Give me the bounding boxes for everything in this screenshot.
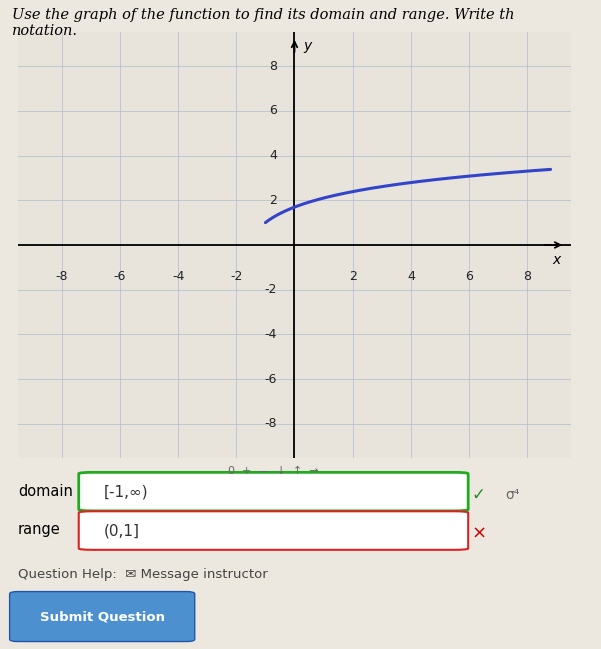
Text: -2: -2 (264, 283, 277, 296)
Text: y: y (304, 40, 312, 53)
FancyBboxPatch shape (79, 511, 468, 550)
Text: -4: -4 (172, 269, 185, 282)
Text: -6: -6 (114, 269, 126, 282)
Text: [-1,∞): [-1,∞) (104, 484, 148, 499)
Text: 4: 4 (407, 269, 415, 282)
Text: notation.: notation. (12, 24, 78, 38)
FancyBboxPatch shape (10, 592, 195, 641)
Text: -4: -4 (264, 328, 277, 341)
Text: ×: × (472, 524, 487, 543)
Text: 6: 6 (269, 104, 277, 117)
Text: -2: -2 (230, 269, 242, 282)
Text: -8: -8 (264, 417, 277, 430)
Text: 4: 4 (269, 149, 277, 162)
Text: 0  +  —  ↓  ↑  →: 0 + — ↓ ↑ → (228, 466, 319, 476)
Text: x: x (552, 253, 561, 267)
Text: Submit Question: Submit Question (40, 610, 165, 623)
Text: domain: domain (18, 484, 73, 498)
Text: 2: 2 (349, 269, 356, 282)
Text: Use the graph of the function to find its domain and range. Write th: Use the graph of the function to find it… (12, 8, 514, 22)
Text: range: range (18, 522, 61, 537)
Text: 2: 2 (269, 194, 277, 207)
Text: 8: 8 (269, 60, 277, 73)
Text: 6: 6 (465, 269, 473, 282)
Text: Question Help:  ✉ Message instructor: Question Help: ✉ Message instructor (18, 568, 268, 581)
Text: (0,1]: (0,1] (104, 523, 140, 538)
Text: σ⁴: σ⁴ (505, 488, 519, 502)
Text: 8: 8 (523, 269, 531, 282)
Text: -8: -8 (55, 269, 68, 282)
Text: -6: -6 (264, 373, 277, 386)
FancyBboxPatch shape (79, 472, 468, 511)
Text: ✓: ✓ (472, 486, 486, 504)
